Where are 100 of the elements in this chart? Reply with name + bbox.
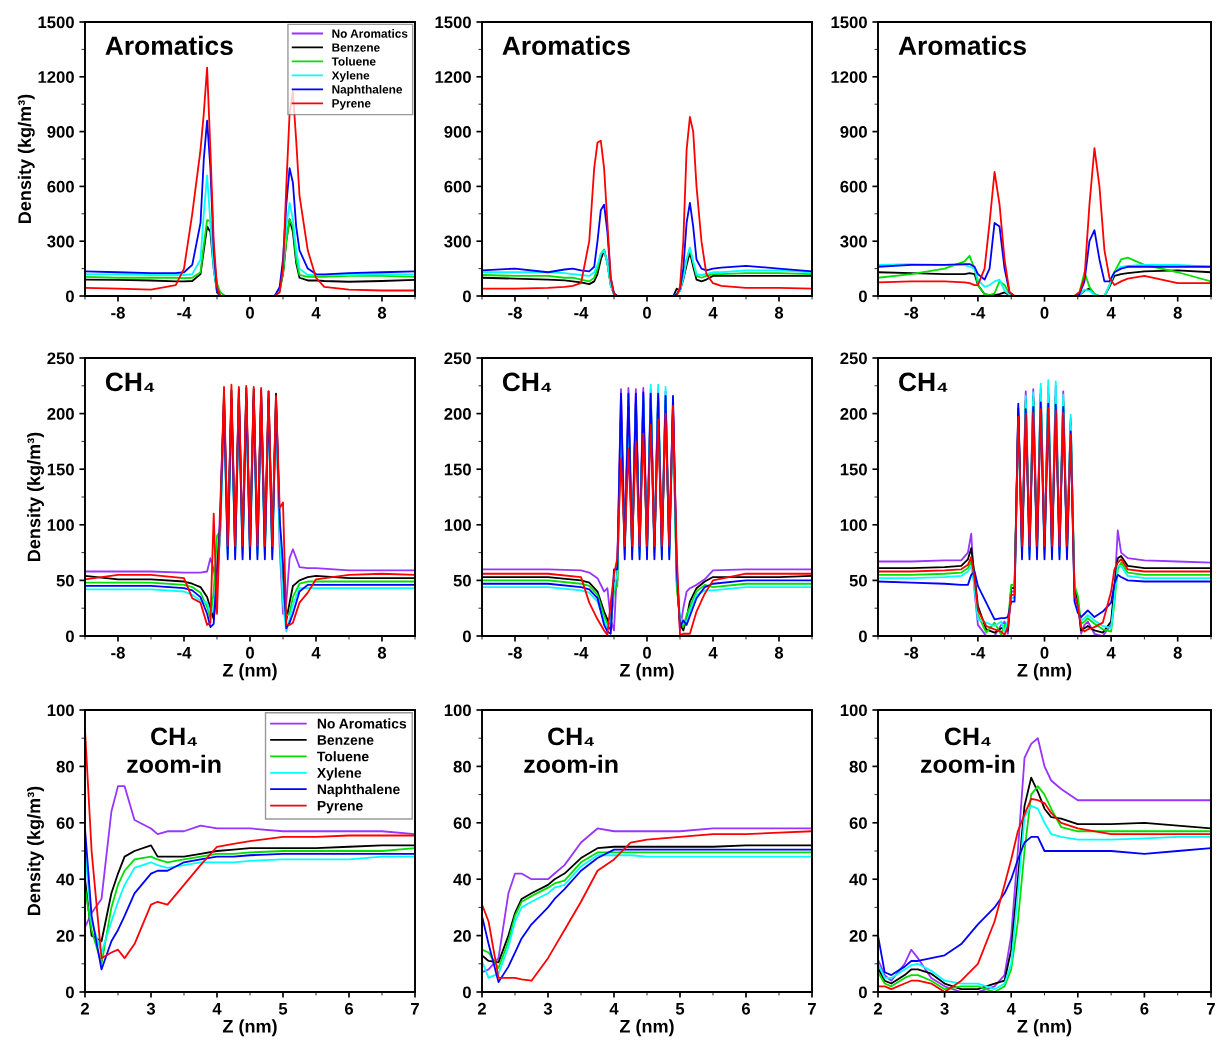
x-tick-label: 3	[940, 1002, 949, 1015]
y-axis-title: Density (kg/m³)	[17, 94, 35, 223]
y-tick-label: 150	[47, 463, 74, 476]
y-tick-label: 250	[444, 352, 471, 365]
y-tick-label: 200	[47, 408, 74, 420]
y-tick-label: 100	[444, 704, 471, 717]
y-tick-label: 40	[849, 873, 867, 886]
y-tick-label: 900	[444, 126, 471, 138]
y-tick-label: 150	[444, 463, 471, 476]
y-tick-label: 20	[453, 930, 471, 942]
y-tick-label: 0	[65, 630, 74, 643]
chart-title: CH₄	[502, 372, 552, 392]
x-tick-label: 0	[643, 306, 651, 319]
x-tick-label: 4	[1106, 307, 1116, 319]
x-tick-label: 8	[377, 646, 387, 659]
y-tick-label: 60	[453, 817, 471, 829]
y-tick-label: 300	[444, 235, 471, 248]
x-tick-label: -8	[508, 306, 522, 319]
x-tick-label: 4	[609, 1003, 619, 1015]
x-tick-label: 4	[311, 307, 321, 319]
legend-label: Xylene	[317, 767, 362, 781]
y-tick-label: 40	[453, 873, 471, 886]
x-axis-title: Z (nm)	[222, 663, 277, 681]
y-tick-label: 0	[462, 630, 471, 643]
x-tick-label: 6	[741, 1002, 751, 1015]
legend-label: Xylene	[331, 70, 370, 82]
y-tick-label: 80	[56, 760, 74, 773]
x-tick-label: 0	[1040, 306, 1049, 319]
legend-label: Toluene	[317, 751, 369, 762]
x-tick-label: -8	[904, 306, 919, 319]
y-tick-label: 80	[849, 760, 867, 773]
y-tick-label: 1500	[435, 16, 471, 29]
y-tick-label: 1200	[435, 71, 471, 83]
y-tick-label: 60	[849, 817, 867, 829]
y-tick-label: 200	[444, 408, 471, 420]
y-tick-label: 60	[56, 817, 74, 829]
x-axis-title: Z (nm)	[619, 1019, 674, 1037]
x-tick-label: 2	[80, 1002, 89, 1015]
x-tick-label: 8	[774, 646, 784, 659]
x-tick-label: 0	[246, 306, 254, 319]
x-tick-label: 4	[1106, 647, 1116, 659]
x-tick-label: -4	[574, 647, 589, 659]
y-tick-label: 1200	[831, 71, 867, 83]
x-tick-label: -8	[904, 646, 919, 659]
y-tick-label: 50	[849, 574, 867, 587]
legend-label: No Aromatics	[317, 718, 407, 729]
y-tick-label: 1200	[38, 71, 74, 83]
legend-label: Pyrene	[332, 99, 371, 110]
x-tick-label: 8	[377, 306, 387, 319]
x-tick-label: 4	[311, 647, 321, 659]
legend-label: No Aromatics	[332, 29, 408, 38]
y-tick-label: 50	[56, 574, 74, 587]
x-tick-label: 0	[643, 646, 651, 659]
y-tick-label: 100	[444, 519, 471, 531]
x-tick-label: -4	[177, 307, 192, 319]
y-tick-label: 0	[65, 290, 74, 303]
y-tick-label: 40	[56, 873, 74, 886]
y-tick-label: 0	[858, 290, 867, 303]
x-tick-label: 6	[1140, 1002, 1149, 1015]
x-tick-label: 5	[675, 1003, 685, 1015]
y-tick-label: 100	[840, 704, 867, 717]
x-tick-label: 4	[708, 647, 718, 659]
x-tick-label: 7	[411, 1003, 419, 1015]
legend-label: Benzene	[332, 43, 380, 52]
x-tick-label: 2	[873, 1002, 882, 1015]
y-tick-label: 80	[453, 760, 471, 773]
y-tick-label: 300	[47, 235, 74, 248]
y-tick-label: 1500	[831, 16, 867, 29]
x-tick-label: -4	[971, 307, 986, 319]
x-tick-label: 2	[477, 1002, 486, 1015]
legend-label: Benzene	[317, 735, 374, 745]
chart-title: Aromatics	[105, 35, 233, 56]
y-tick-label: 0	[65, 986, 74, 999]
y-tick-label: 20	[849, 930, 867, 942]
chart-title: Aromatics	[502, 35, 630, 56]
y-tick-label: 250	[47, 352, 74, 365]
x-tick-label: -8	[508, 646, 522, 659]
y-tick-label: 0	[462, 290, 471, 303]
y-tick-label: 100	[47, 519, 74, 531]
chart-title: CH₄	[105, 372, 155, 392]
x-tick-label: -4	[574, 307, 589, 319]
text: CH₄ zoom-in	[921, 727, 1015, 774]
x-axis-title: Z (nm)	[1017, 663, 1072, 681]
x-tick-label: 5	[1073, 1003, 1082, 1015]
y-tick-label: 600	[47, 180, 74, 193]
y-tick-label: 250	[840, 352, 867, 365]
chart-title: CH₄	[899, 372, 948, 392]
y-tick-label: 100	[840, 519, 867, 531]
x-tick-label: -4	[177, 647, 192, 659]
legend-label: Naphthalene	[317, 784, 400, 797]
x-tick-label: 7	[1207, 1003, 1215, 1015]
text: CH₄ zoom-in	[127, 727, 221, 774]
y-tick-label: 600	[840, 180, 867, 193]
x-tick-label: -8	[111, 306, 125, 319]
y-tick-label: 1500	[38, 16, 74, 29]
x-tick-label: 7	[808, 1003, 816, 1015]
y-tick-label: 900	[840, 126, 867, 138]
x-tick-label: 8	[1173, 306, 1182, 319]
x-tick-label: 0	[246, 646, 254, 659]
y-tick-label: 0	[858, 986, 867, 999]
